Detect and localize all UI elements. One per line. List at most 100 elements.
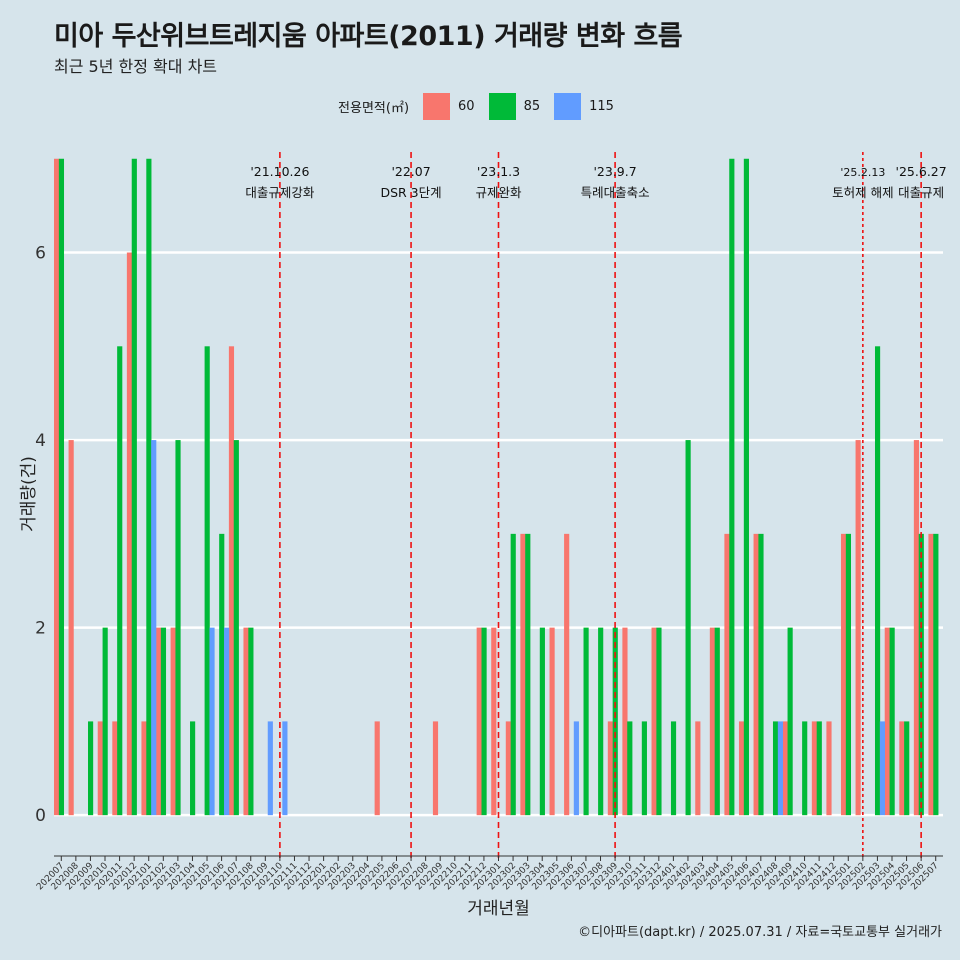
bar: [913, 440, 920, 816]
bar: [97, 721, 103, 816]
bar: [802, 721, 808, 816]
bar: [190, 721, 196, 816]
bar: [68, 440, 74, 816]
bar: [758, 533, 764, 816]
bar: [879, 721, 886, 816]
bar: [573, 721, 579, 816]
bar: [641, 721, 647, 816]
bar: [510, 533, 516, 816]
bar: [102, 627, 108, 816]
bar: [816, 721, 822, 816]
bar: [787, 627, 793, 816]
bar: [160, 627, 167, 816]
bar: [267, 721, 273, 816]
legend-title: 전용면적(㎡): [338, 101, 410, 116]
legend-swatch-85: [488, 93, 516, 120]
bar: [117, 346, 123, 816]
bar: [622, 627, 628, 816]
bar: [54, 158, 60, 816]
event-label: 대출규제: [898, 185, 944, 200]
bar: [695, 721, 701, 816]
bar: [651, 627, 657, 816]
bar: [243, 627, 249, 816]
bar: [709, 627, 715, 816]
bar: [753, 533, 759, 816]
bar: [782, 721, 788, 816]
chart-subtitle: 최근 5년 한정 확대 차트: [54, 57, 218, 76]
y-tick-label: 6: [35, 244, 46, 264]
bar: [811, 721, 817, 816]
bar: [549, 627, 555, 816]
bar: [112, 721, 118, 816]
bar: [491, 627, 497, 816]
event-label: 특례대출축소: [581, 185, 650, 200]
bar: [146, 158, 152, 816]
x-axis-title: 거래년월: [467, 899, 530, 919]
bar: [826, 721, 832, 816]
event-date: '21.10.26: [250, 164, 309, 179]
bar: [131, 158, 137, 816]
bar: [729, 158, 735, 816]
bar: [685, 440, 691, 816]
event-label: 대출규제강화: [245, 185, 315, 200]
bar: [539, 627, 545, 816]
event-date: '25.2.13: [840, 166, 885, 179]
bar: [855, 440, 861, 816]
bar: [714, 627, 720, 816]
bar: [612, 627, 618, 816]
bar: [899, 721, 905, 816]
bar: [170, 627, 176, 816]
bar: [432, 721, 439, 816]
event-label: 규제완화: [475, 185, 522, 200]
event-label: DSR 3단계: [380, 185, 441, 200]
bar: [840, 533, 847, 816]
bar: [845, 533, 851, 816]
event-date: '23.9.7: [593, 164, 636, 179]
bar: [175, 440, 181, 816]
bar: [476, 627, 482, 816]
bar: [607, 721, 613, 816]
bar: [598, 627, 604, 816]
legend: 전용면적(㎡) 60 85 115: [0, 93, 960, 120]
y-axis-title: 거래량(건): [19, 456, 39, 532]
bar: [889, 627, 895, 816]
bar: [204, 346, 210, 816]
bar: [374, 721, 380, 816]
legend-label-115: 115: [589, 99, 614, 114]
bar: [777, 721, 783, 816]
y-tick-label: 2: [35, 619, 46, 639]
bar: [219, 533, 225, 816]
bar: [228, 346, 235, 816]
bar: [933, 533, 939, 816]
bar: [627, 721, 633, 816]
legend-swatch-60: [423, 93, 451, 120]
bar: [564, 533, 570, 816]
event-date: '23.1.3: [477, 164, 520, 179]
event-date: '25.6.27: [896, 164, 947, 179]
legend-item-115: 115: [554, 93, 614, 120]
legend-item-60: 60: [423, 93, 475, 120]
legend-label-85: 85: [523, 99, 541, 114]
y-tick-label: 4: [35, 431, 46, 451]
bar: [151, 440, 157, 816]
legend-label-60: 60: [458, 99, 475, 114]
bar: [141, 721, 147, 816]
bar: [88, 721, 94, 816]
bar: [126, 252, 133, 816]
bar: [670, 721, 677, 816]
bar: [224, 627, 230, 816]
source-caption: ©디아파트(dapt.kr) / 2025.07.31 / 자료=국토교통부 실…: [578, 925, 942, 940]
bar: [874, 346, 881, 816]
bar: [656, 627, 662, 816]
bar: [156, 627, 162, 816]
bar: [904, 721, 910, 816]
bar: [282, 721, 288, 816]
bar: [520, 533, 526, 816]
bar: [928, 533, 934, 816]
bar: [58, 158, 65, 816]
bar: [505, 721, 511, 816]
bar: [738, 721, 745, 816]
y-tick-label: 0: [35, 806, 46, 826]
bar: [209, 627, 215, 816]
